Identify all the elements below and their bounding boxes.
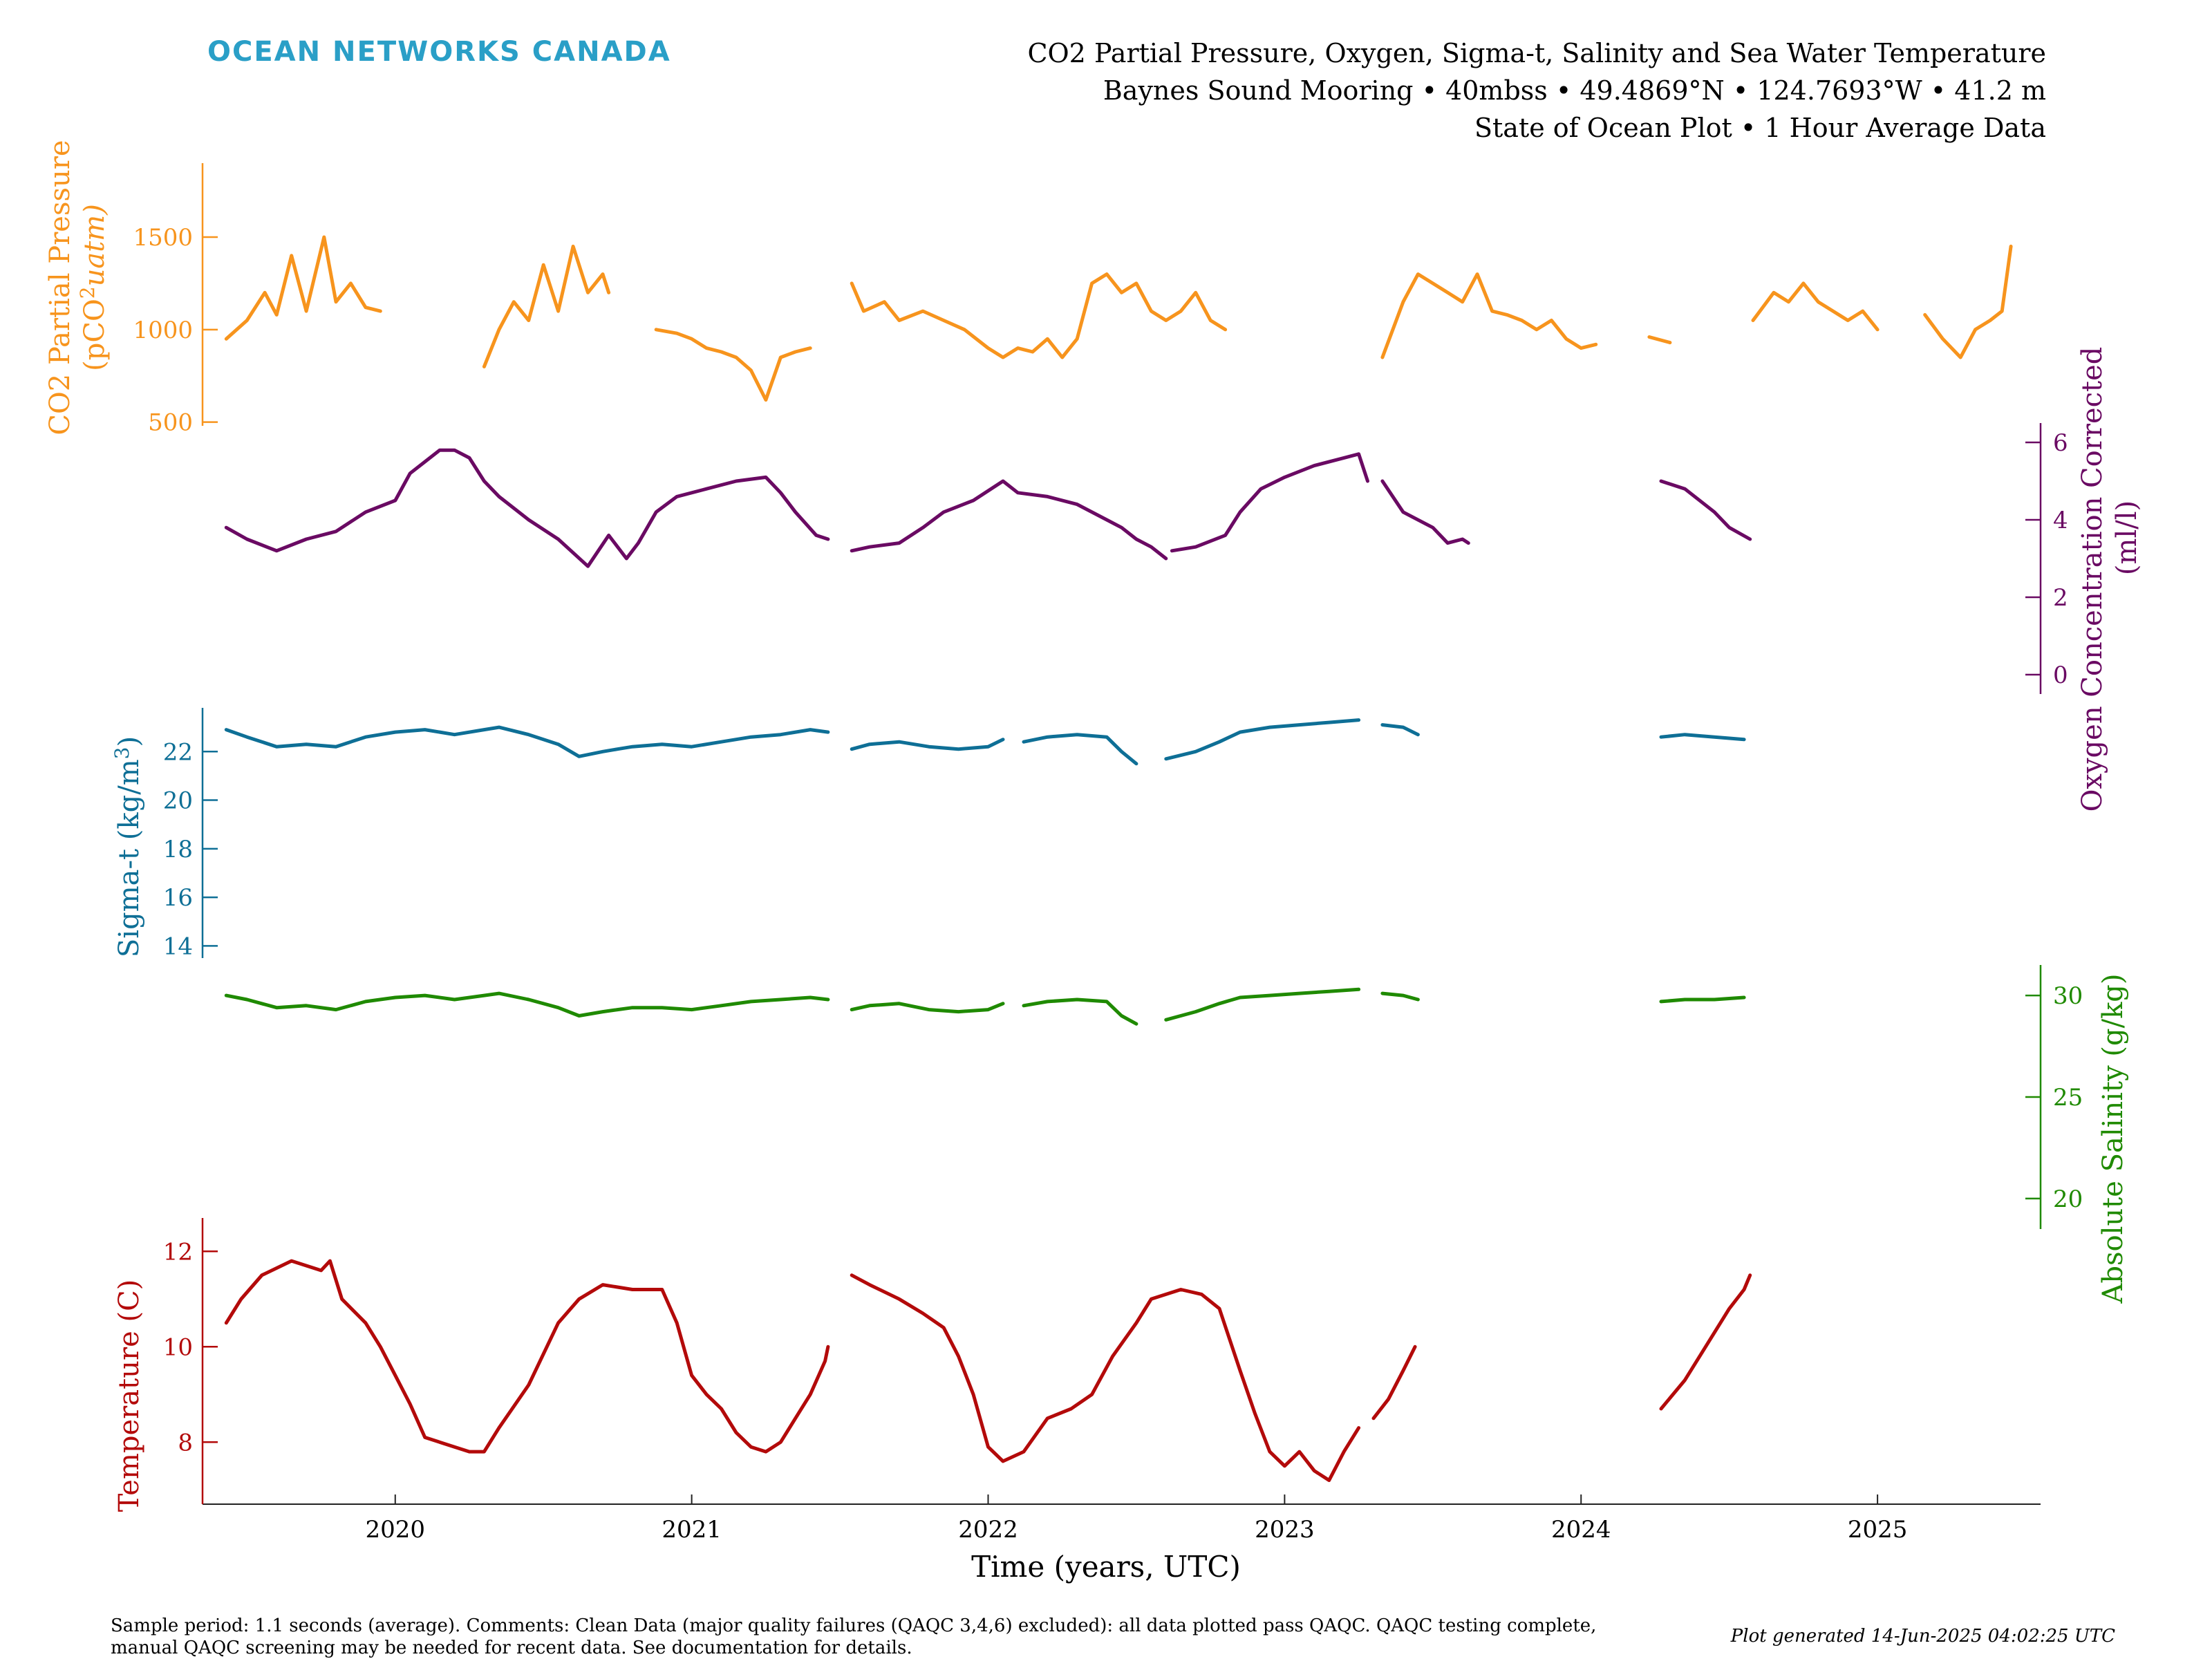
- temperature-tick-label: 10: [163, 1333, 193, 1361]
- salinity-axis-title: Absolute Salinity (g/kg): [2097, 973, 2129, 1304]
- footer-comments: Sample period: 1.1 seconds (average). Co…: [111, 1615, 1700, 1659]
- x-tick-label: 2025: [1848, 1516, 1908, 1544]
- x-tick-label: 2024: [1551, 1516, 1611, 1544]
- co2-axis-units: (pCO2uatm): [76, 204, 111, 371]
- oxygen-series-line: [224, 448, 1752, 568]
- co2-tick-label: 1500: [133, 224, 193, 252]
- sigma-tick-label: 20: [163, 787, 193, 815]
- salinity-tick-label: 20: [2053, 1185, 2083, 1213]
- temperature-tick-label: 8: [178, 1429, 193, 1456]
- title-line-2: Baynes Sound Mooring • 40mbss • 49.4869°…: [1103, 75, 2046, 106]
- sigma-axis-title: Sigma-t (kg/m3): [111, 736, 145, 957]
- temperature-tick-label: 12: [163, 1238, 193, 1266]
- brand-logo: OCEAN NETWORKS CANADA: [207, 36, 671, 68]
- x-axis-label: Time (years, UTC): [971, 1550, 1241, 1584]
- oxygen-tick-label: 4: [2053, 507, 2068, 534]
- oxygen-tick-label: 2: [2053, 584, 2068, 612]
- co2-axis-title: CO2 Partial Pressure: [44, 140, 76, 435]
- title-line-3: State of Ocean Plot • 1 Hour Average Dat…: [1474, 113, 2046, 143]
- footer-comment-line-2: manual QAQC screening may be needed for …: [111, 1638, 912, 1658]
- co2-tick-label: 500: [148, 409, 193, 437]
- chart-title: CO2 Partial Pressure, Oxygen, Sigma-t, S…: [1027, 35, 2046, 147]
- oxygen-tick-label: 6: [2053, 429, 2068, 457]
- oxygen-axis-units: (ml/l): [2111, 500, 2143, 575]
- salinity-tick-label: 25: [2053, 1084, 2083, 1112]
- footer-comment-line-1: Sample period: 1.1 seconds (average). Co…: [111, 1615, 1597, 1636]
- temperature-axis-title: Temperature (C): [113, 1280, 145, 1512]
- sigma-tick-label: 18: [163, 836, 193, 863]
- x-tick-label: 2020: [366, 1516, 426, 1544]
- sigma-series-line: [224, 718, 1746, 766]
- oxygen-axis-title: Oxygen Concentration Corrected: [2077, 347, 2108, 812]
- salinity-series-line: [224, 987, 1746, 1026]
- co2-series-line: [224, 235, 2013, 402]
- sigma-tick-label: 22: [163, 738, 193, 766]
- sigma-tick-label: 14: [163, 932, 193, 960]
- x-tick-label: 2021: [662, 1516, 722, 1544]
- x-tick-label: 2023: [1255, 1516, 1315, 1544]
- salinity-tick-label: 30: [2053, 982, 2083, 1010]
- sigma-tick-label: 16: [163, 884, 193, 912]
- title-line-1: CO2 Partial Pressure, Oxygen, Sigma-t, S…: [1027, 38, 2046, 68]
- oxygen-tick-label: 0: [2053, 662, 2068, 689]
- co2-tick-label: 1000: [133, 317, 193, 344]
- temperature-series-line: [224, 1259, 1752, 1482]
- x-axis-title: Time (years, UTC): [0, 1550, 2212, 1584]
- plot-generated-timestamp: Plot generated 14-Jun-2025 04:02:25 UTC: [1730, 1626, 2115, 1647]
- x-tick-label: 2022: [958, 1516, 1018, 1544]
